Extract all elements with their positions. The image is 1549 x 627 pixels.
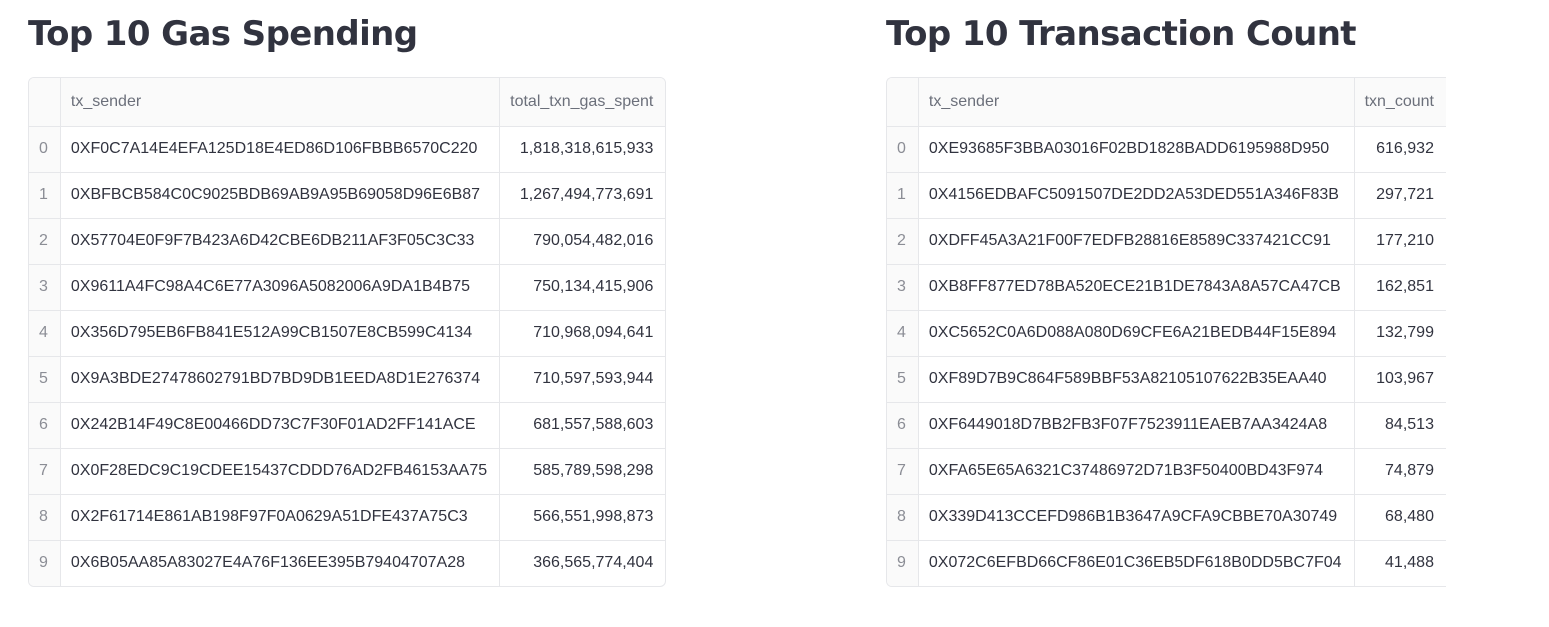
row-index: 0 [887, 126, 919, 173]
transaction-count-table[interactable]: tx_sender txn_count 0 0XE93685F3BBA03016F… [886, 77, 1446, 587]
tx-sender-cell[interactable]: 0XE93685F3BBA03016F02BD1828BADD6195988D9… [918, 126, 1355, 173]
row-index: 6 [29, 402, 61, 449]
gas-spending-title: Top 10 Gas Spending [28, 14, 418, 54]
txn-count-cell[interactable]: 103,967 [1354, 356, 1446, 403]
row-index: 3 [887, 264, 919, 311]
row-index: 9 [29, 540, 61, 586]
tx-sender-cell[interactable]: 0X9611A4FC98A4C6E77A3096A5082006A9DA1B4B… [60, 264, 501, 311]
table-row[interactable]: 1 0XBFBCB584C0C9025BDB69AB9A95B69058D96E6… [29, 172, 666, 219]
tx-sender-cell[interactable]: 0XBFBCB584C0C9025BDB69AB9A95B69058D96E6B… [60, 172, 501, 219]
tx-sender-cell[interactable]: 0XC5652C0A6D088A080D69CFE6A21BEDB44F15E8… [918, 310, 1355, 357]
txn-count-cell[interactable]: 616,932 [1354, 126, 1446, 173]
table-row[interactable]: 9 0X072C6EFBD66CF86E01C36EB5DF618B0DD5BC7… [887, 540, 1446, 586]
gas-spent-cell[interactable]: 710,597,593,944 [499, 356, 666, 403]
gas-spent-cell[interactable]: 566,551,998,873 [499, 494, 666, 541]
gas-spent-cell[interactable]: 366,565,774,404 [533, 554, 654, 572]
table-row[interactable]: 2 0X57704E0F9F7B423A6D42CBE6DB211AF3F05C3… [29, 218, 666, 265]
table-header-row: tx_sender txn_count [887, 78, 1446, 127]
gas-spent-cell[interactable]: 710,968,094,641 [499, 310, 666, 357]
row-index: 5 [887, 356, 919, 403]
index-column-header[interactable] [29, 78, 61, 127]
row-index: 2 [29, 218, 61, 265]
row-index: 7 [29, 448, 61, 495]
table-row[interactable]: 1 0X4156EDBAFC5091507DE2DD2A53DED551A346F… [887, 172, 1446, 219]
row-index: 9 [887, 540, 919, 586]
txn-count-cell[interactable]: 41,488 [1385, 554, 1434, 572]
tx-sender-cell[interactable]: 0XF0C7A14E4EFA125D18E4ED86D106FBBB6570C2… [60, 126, 501, 173]
txn-count-cell[interactable]: 74,879 [1354, 448, 1446, 495]
tx-sender-column-header[interactable]: tx_sender [60, 78, 501, 127]
gas-spent-cell[interactable]: 1,818,318,615,933 [499, 126, 666, 173]
tx-sender-cell[interactable]: 0X9A3BDE27478602791BD7BD9DB1EEDA8D1E2763… [60, 356, 501, 403]
txn-count-column-header[interactable]: txn_count [1354, 78, 1446, 127]
txn-count-cell[interactable]: 132,799 [1354, 310, 1446, 357]
tx-sender-cell[interactable]: 0X6B05AA85A83027E4A76F136EE395B79404707A… [60, 540, 501, 586]
gas-spending-table[interactable]: tx_sender total_txn_gas_spent 0 0XF0C7A14… [28, 77, 667, 587]
table-row[interactable]: 5 0X9A3BDE27478602791BD7BD9DB1EEDA8D1E276… [29, 356, 666, 403]
row-index: 4 [887, 310, 919, 357]
row-index: 2 [887, 218, 919, 265]
tx-sender-cell[interactable]: 0X0F28EDC9C19CDEE15437CDDD76AD2FB46153AA… [60, 448, 501, 495]
gas-spent-column-header[interactable]: total_txn_gas_spent [499, 78, 666, 127]
row-index: 0 [29, 126, 61, 173]
table-row[interactable]: 3 0X9611A4FC98A4C6E77A3096A5082006A9DA1B4… [29, 264, 666, 311]
gas-spent-cell[interactable]: 790,054,482,016 [499, 218, 666, 265]
table-row[interactable]: 0 0XF0C7A14E4EFA125D18E4ED86D106FBBB6570C… [29, 126, 666, 173]
row-index: 7 [887, 448, 919, 495]
table-row[interactable]: 6 0X242B14F49C8E00466DD73C7F30F01AD2FF141… [29, 402, 666, 449]
table-row[interactable]: 8 0X2F61714E861AB198F97F0A0629A51DFE437A7… [29, 494, 666, 541]
row-index: 4 [29, 310, 61, 357]
table-row[interactable]: 4 0X356D795EB6FB841E512A99CB1507E8CB599C4… [29, 310, 666, 357]
row-index: 8 [29, 494, 61, 541]
table-row[interactable]: 5 0XF89D7B9C864F589BBF53A82105107622B35EA… [887, 356, 1446, 403]
row-index: 8 [887, 494, 919, 541]
txn-count-cell[interactable]: 162,851 [1354, 264, 1446, 311]
tx-sender-cell[interactable]: 0X339D413CCEFD986B1B3647A9CFA9CBBE70A307… [918, 494, 1355, 541]
tx-sender-cell[interactable]: 0X2F61714E861AB198F97F0A0629A51DFE437A75… [60, 494, 501, 541]
tx-sender-cell[interactable]: 0XDFF45A3A21F00F7EDFB28816E8589C337421CC… [918, 218, 1355, 265]
table-row[interactable]: 6 0XF6449018D7BB2FB3F07F7523911EAEB7AA342… [887, 402, 1446, 449]
tx-sender-cell[interactable]: 0X4156EDBAFC5091507DE2DD2A53DED551A346F8… [918, 172, 1355, 219]
table-row[interactable]: 7 0XFA65E65A6321C37486972D71B3F50400BD43F… [887, 448, 1446, 495]
row-index: 6 [887, 402, 919, 449]
table-row[interactable]: 2 0XDFF45A3A21F00F7EDFB28816E8589C337421C… [887, 218, 1446, 265]
gas-spending-table-body: 0 0XF0C7A14E4EFA125D18E4ED86D106FBBB6570C… [29, 126, 666, 586]
tx-sender-cell[interactable]: 0XFA65E65A6321C37486972D71B3F50400BD43F9… [918, 448, 1355, 495]
tx-sender-cell[interactable]: 0XF6449018D7BB2FB3F07F7523911EAEB7AA3424… [918, 402, 1355, 449]
table-row[interactable]: 4 0XC5652C0A6D088A080D69CFE6A21BEDB44F15E… [887, 310, 1446, 357]
transaction-count-table-body: 0 0XE93685F3BBA03016F02BD1828BADD6195988D… [887, 126, 1446, 586]
tx-sender-cell[interactable]: 0X57704E0F9F7B423A6D42CBE6DB211AF3F05C3C… [60, 218, 501, 265]
txn-count-cell[interactable]: 84,513 [1354, 402, 1446, 449]
index-column-header[interactable] [887, 78, 919, 127]
gas-spent-cell[interactable]: 1,267,494,773,691 [499, 172, 666, 219]
table-row[interactable]: 9 0X6B05AA85A83027E4A76F136EE395B79404707… [29, 540, 665, 586]
row-index: 3 [29, 264, 61, 311]
table-row[interactable]: 8 0X339D413CCEFD986B1B3647A9CFA9CBBE70A30… [887, 494, 1446, 541]
gas-spent-cell[interactable]: 585,789,598,298 [499, 448, 666, 495]
row-index: 1 [887, 172, 919, 219]
transaction-count-title: Top 10 Transaction Count [886, 14, 1357, 54]
tx-sender-cell[interactable]: 0XF89D7B9C864F589BBF53A82105107622B35EAA… [918, 356, 1355, 403]
gas-spent-cell[interactable]: 681,557,588,603 [499, 402, 666, 449]
tx-sender-column-header[interactable]: tx_sender [918, 78, 1355, 127]
gas-spent-cell[interactable]: 750,134,415,906 [499, 264, 666, 311]
row-index: 5 [29, 356, 61, 403]
table-header-row: tx_sender total_txn_gas_spent [29, 78, 666, 127]
txn-count-cell[interactable]: 297,721 [1354, 172, 1446, 219]
txn-count-cell[interactable]: 177,210 [1354, 218, 1446, 265]
tx-sender-cell[interactable]: 0X356D795EB6FB841E512A99CB1507E8CB599C41… [60, 310, 501, 357]
row-index: 1 [29, 172, 61, 219]
table-row[interactable]: 3 0XB8FF877ED78BA520ECE21B1DE7843A8A57CA4… [887, 264, 1446, 311]
tx-sender-cell[interactable]: 0X072C6EFBD66CF86E01C36EB5DF618B0DD5BC7F… [918, 540, 1355, 586]
txn-count-cell[interactable]: 68,480 [1354, 494, 1446, 541]
table-row[interactable]: 7 0X0F28EDC9C19CDEE15437CDDD76AD2FB46153A… [29, 448, 666, 495]
tx-sender-cell[interactable]: 0X242B14F49C8E00466DD73C7F30F01AD2FF141A… [60, 402, 501, 449]
tx-sender-cell[interactable]: 0XB8FF877ED78BA520ECE21B1DE7843A8A57CA47… [918, 264, 1355, 311]
table-row[interactable]: 0 0XE93685F3BBA03016F02BD1828BADD6195988D… [887, 126, 1446, 173]
